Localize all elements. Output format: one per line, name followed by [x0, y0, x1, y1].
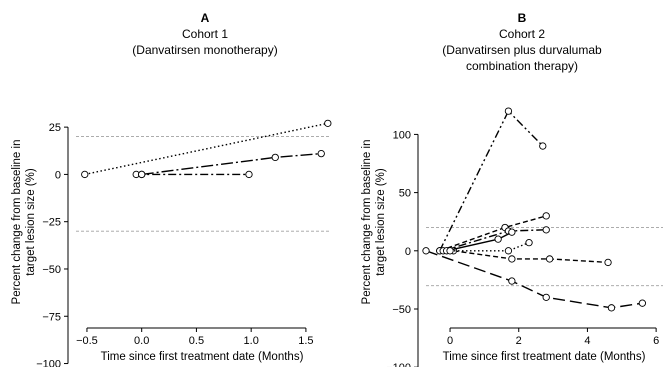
panel-b-letter: B	[518, 11, 527, 25]
panel-b-x-axis-label: Time since first treatment date (Months)	[443, 351, 646, 363]
panel-a-series-2-point-2	[317, 149, 325, 158]
panel-b-series-6-point-2	[525, 238, 533, 247]
panel-a-title-line-2: (Danvatirsen monotherapy)	[132, 43, 277, 57]
panel-a-series-0-point-0	[81, 170, 89, 179]
panel-b-series-1-point-4	[638, 299, 647, 307]
panel-b-x-tick-label-0: 0	[447, 335, 453, 347]
panel-a-plot: 25 0 −25 −50 −75 −100 −0.5 0.0 0.5 1.0 1.5	[36, 119, 332, 367]
panel-a-x-axis-label: Time since first treatment date (Months)	[101, 351, 304, 363]
panel-a-y-axis-label-line-2: target lesion size (%)	[25, 168, 37, 276]
panel-a-y-tick-label-2: −25	[42, 217, 61, 229]
panel-a-x-tick-label-2: 0.5	[189, 335, 204, 347]
panel-b-title-line-3: combination therapy)	[466, 59, 578, 73]
panel-a-y-tick-label-5: −100	[36, 359, 61, 367]
panel-b-y-tick-label-1: 50	[399, 188, 411, 200]
panel-a-x-tick-label-4: 1.5	[298, 335, 313, 347]
panel-b-y-tick-label-3: −50	[392, 304, 411, 316]
panel-a-x-tick-label-3: 1.0	[244, 335, 259, 347]
panel-b-series-6-line	[450, 241, 530, 252]
panel-a-y-axis-label-line-1: Percent change from baseline in	[11, 140, 23, 305]
panel-b-y-axis-label-line-1: Percent change from baseline in	[361, 140, 373, 305]
panel-a-title-line-1: Cohort 1	[182, 27, 228, 41]
panel-b-x-tick-label-1: 2	[516, 335, 522, 347]
panel-a-letter: A	[201, 11, 210, 25]
panel-b-y-axis-label-line-2: target lesion size (%)	[375, 168, 387, 276]
panel-b-series-2-point-2	[546, 255, 554, 263]
panel-a-y-tick-label-0: 25	[49, 122, 61, 134]
panel-b-series-1-point-2	[542, 293, 550, 301]
panel-a-x-tick-label-1: 0.0	[134, 335, 149, 347]
panel-b-series-6-point-0	[446, 247, 454, 255]
panel-b-series-5-point-1	[494, 235, 502, 243]
panel-b-series-2-point-3	[604, 258, 612, 267]
panel-b-series-5-line	[446, 231, 513, 252]
panel-b-series-0-point-2	[539, 142, 547, 150]
panel-b-series-6-point-1	[504, 247, 513, 255]
panel-b-x-tick-label-2: 4	[584, 335, 590, 347]
panel-b-series-1-point-3	[607, 304, 616, 312]
panel-b-series-3-line	[439, 215, 547, 252]
panel-b-series-1-point-1	[508, 277, 516, 285]
panel-b-series-0-point-1	[504, 107, 513, 115]
panel-a-y-tick-label-3: −50	[42, 264, 61, 276]
panel-a-y-tick-label-1: 0	[55, 169, 61, 181]
panel-a-series-2-point-1	[271, 153, 279, 162]
panel-b-series-1-point-0	[422, 247, 430, 255]
panel-b-x-tick-label-3: 6	[653, 335, 659, 347]
panel-b-series-3-point-2	[542, 212, 550, 220]
panel-b-title-line-1: Cohort 2	[499, 27, 545, 41]
panel-a-series-2-line	[141, 152, 322, 176]
panel-b-title-line-2: (Danvatirsen plus durvalumab	[442, 43, 602, 57]
panel-b-y-tick-label-4: −100	[386, 362, 411, 367]
panel-a-x-tick-label-0: −0.5	[76, 335, 98, 347]
panel-b-y-tick-label-2: 0	[405, 246, 411, 258]
panel-a-y-tick-label-4: −75	[42, 311, 61, 323]
panel-a-series-0-point-1	[324, 119, 332, 127]
panel-b-series-2-point-1	[508, 255, 516, 263]
panel-b-series-2-line	[453, 250, 609, 264]
panel-b-series-4-point-2	[542, 226, 550, 234]
panel-a-series-2-point-0	[138, 170, 146, 179]
panel-a-series-1-point-2	[245, 170, 253, 179]
panel-b-y-tick-label-0: 100	[393, 129, 411, 141]
panel-b-series-5-point-2	[508, 228, 516, 236]
panel-a-series-0-line	[84, 122, 328, 176]
panel-b-plot: 100 50 0 −50 −100 0 2 4 6	[386, 107, 663, 367]
